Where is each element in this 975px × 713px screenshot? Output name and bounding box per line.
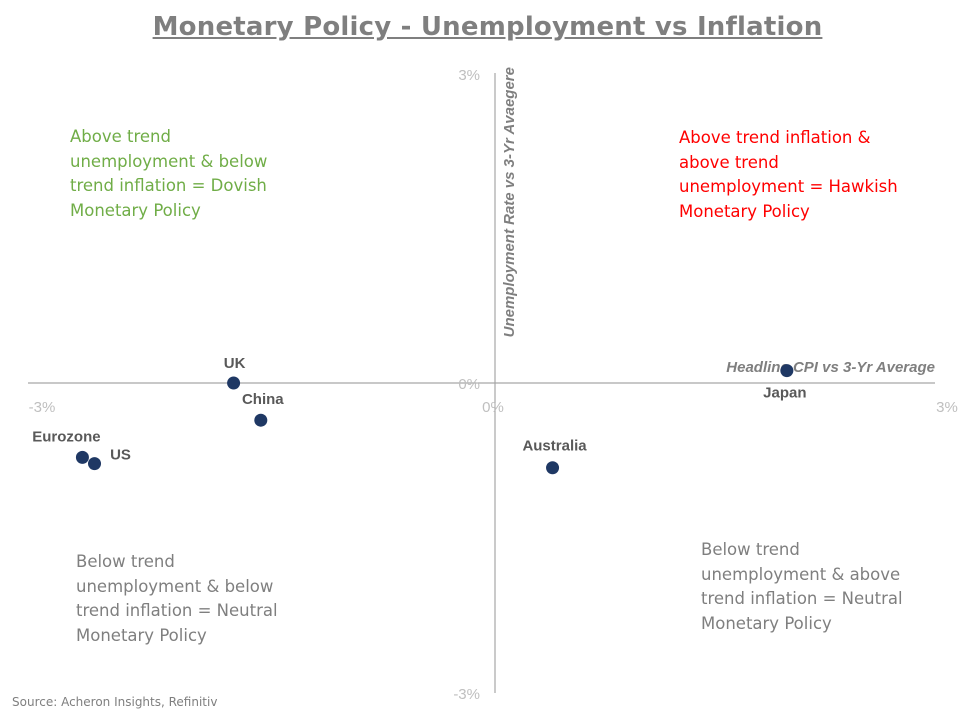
data-point-marker bbox=[75, 450, 89, 464]
quadrant-note-line: trend inflation = Neutral bbox=[701, 589, 903, 608]
data-point-label: China bbox=[242, 391, 284, 408]
data-point-marker bbox=[254, 413, 268, 427]
tick-labels: -3% 0% 3% 3% 0% -3% bbox=[29, 67, 958, 703]
data-point-marker bbox=[227, 376, 241, 390]
y-tick-label: -3% bbox=[453, 686, 480, 703]
data-point-label: Japan bbox=[763, 385, 806, 402]
source-note: Source: Acheron Insights, Refinitiv bbox=[12, 695, 218, 709]
y-axis-title: Unemployment Rate vs 3-Yr Avaegere bbox=[501, 67, 518, 337]
quadrant-note-line: above trend bbox=[679, 152, 779, 172]
quadrant-note-hawkish: Above trend inflation & above trend unem… bbox=[679, 126, 898, 224]
quadrant-note-line: unemployment = Hawkish bbox=[679, 177, 898, 196]
quadrant-note-line: Monetary Policy bbox=[679, 201, 810, 221]
data-point-label: Australia bbox=[522, 438, 587, 455]
quadrant-note-line: Monetary Policy bbox=[76, 625, 207, 645]
data-point-label: UK bbox=[224, 355, 246, 372]
quadrant-note-line: Below trend bbox=[701, 540, 800, 559]
data-point-marker bbox=[88, 457, 102, 471]
quadrant-note-line: unemployment & above bbox=[701, 564, 901, 584]
quadrant-note-neutral-right: Below trend unemployment & above trend i… bbox=[701, 538, 903, 636]
quadrant-note-line: trend inflation = Neutral bbox=[76, 601, 278, 620]
x-tick-label: -3% bbox=[29, 399, 56, 416]
quadrant-note-line: Below trend bbox=[76, 552, 175, 571]
y-tick-label: 0% bbox=[458, 376, 480, 393]
quadrant-note-line: Monetary Policy bbox=[70, 200, 201, 220]
x-axis-title: Headline CPI vs 3-Yr Average bbox=[726, 359, 935, 376]
quadrant-note-line: Above trend inflation & bbox=[679, 128, 871, 147]
data-point-marker bbox=[546, 461, 560, 475]
x-tick-label: 0% bbox=[482, 399, 504, 416]
quadrant-note-line: Above trend bbox=[70, 127, 171, 146]
quadrant-note-line: unemployment & below bbox=[70, 151, 268, 171]
axis-titles: Headline CPI vs 3-Yr Average Unemployment… bbox=[501, 67, 935, 376]
data-point-label: US bbox=[110, 447, 131, 464]
axes bbox=[28, 73, 935, 693]
data-point-marker bbox=[780, 364, 794, 378]
data-point-label: Eurozone bbox=[32, 428, 100, 445]
chart-title: Monetary Policy - Unemployment vs Inflat… bbox=[152, 12, 823, 42]
quadrant-note-line: trend inflation = Dovish bbox=[70, 176, 267, 195]
quadrant-note-line: unemployment & below bbox=[76, 576, 274, 596]
data-points: UK China Eurozone US Australia Japan bbox=[32, 355, 807, 475]
quadrant-note-dovish: Above trend unemployment & below trend i… bbox=[70, 125, 267, 223]
x-tick-label: 3% bbox=[936, 399, 958, 416]
quadrant-note-line: Monetary Policy bbox=[701, 613, 832, 633]
quadrant-note-neutral-left: Below trend unemployment & below trend i… bbox=[76, 550, 278, 648]
y-tick-label: 3% bbox=[458, 67, 480, 84]
